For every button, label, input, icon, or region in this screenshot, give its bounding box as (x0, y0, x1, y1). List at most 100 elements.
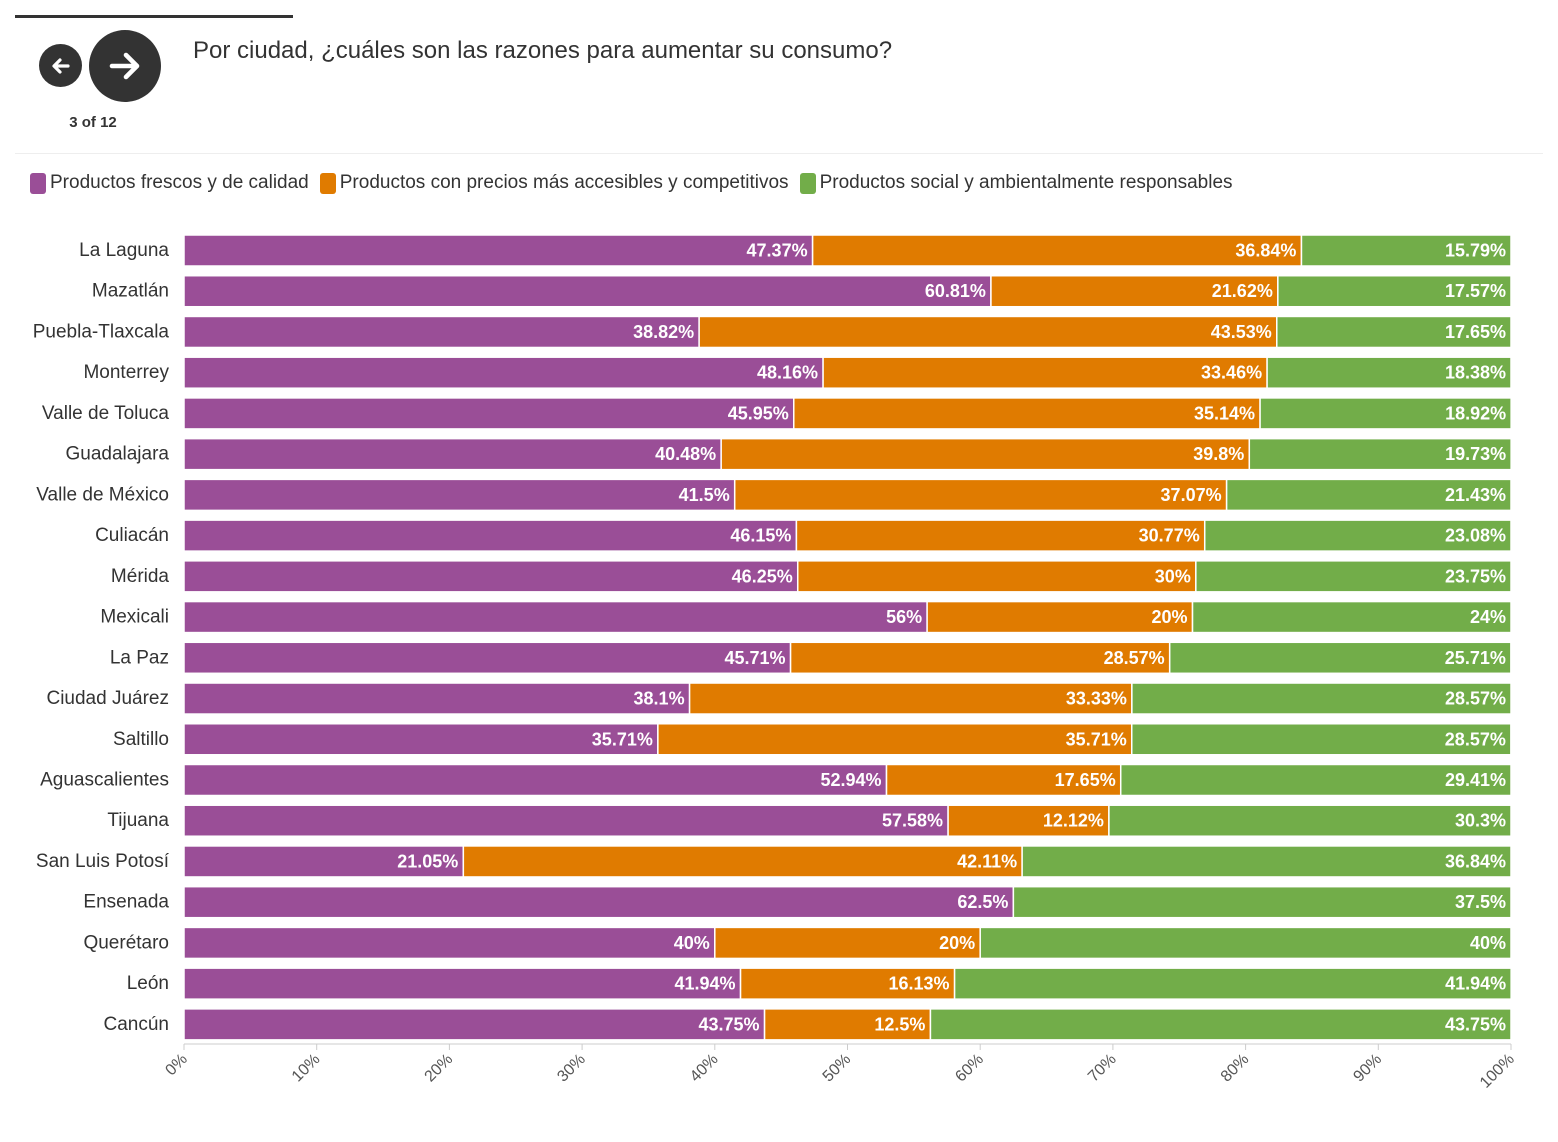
bar-segment[interactable] (926, 600, 1194, 634)
bar-segment[interactable] (183, 723, 659, 756)
bar-segment[interactable] (822, 356, 1268, 389)
bar-segment[interactable] (698, 315, 1278, 349)
bar-segment[interactable] (183, 478, 736, 512)
x-tick-label: 0% (162, 1051, 190, 1079)
bar-segment[interactable] (183, 600, 928, 634)
bar-segment[interactable] (795, 519, 1206, 552)
bar-segment[interactable] (811, 234, 1303, 267)
bar-segment[interactable] (183, 885, 1015, 919)
bar-segment[interactable] (183, 560, 799, 593)
data-label: 12.12% (1043, 811, 1104, 831)
data-label: 41.5% (679, 485, 730, 505)
data-label: 35.14% (1194, 403, 1255, 423)
bar-segment[interactable] (462, 845, 1023, 878)
bar-segment[interactable] (739, 967, 956, 1000)
x-tick-label: 20% (422, 1051, 457, 1086)
bar-segment[interactable] (183, 682, 691, 715)
bar-segment[interactable] (953, 967, 1512, 1000)
data-label: 28.57% (1445, 689, 1506, 709)
bar-segment[interactable] (979, 926, 1512, 960)
bar-segment[interactable] (1195, 560, 1512, 593)
data-label: 38.1% (634, 689, 685, 709)
data-label: 17.57% (1445, 281, 1506, 301)
bar-segment[interactable] (183, 804, 949, 837)
data-label: 37.07% (1161, 485, 1222, 505)
legend-item-fresh[interactable]: Productos frescos y de calidad (30, 172, 309, 194)
bar-segment[interactable] (929, 1008, 1512, 1041)
bar-segment[interactable] (1266, 356, 1512, 389)
bar-segment[interactable] (720, 437, 1251, 471)
bar-segment[interactable] (1300, 234, 1512, 267)
bar-segment[interactable] (1168, 641, 1512, 675)
data-label: 52.94% (820, 770, 881, 790)
bar-segment[interactable] (183, 437, 722, 471)
bar-segment[interactable] (183, 519, 798, 552)
bar-segment[interactable] (183, 397, 795, 430)
bar-segment[interactable] (183, 845, 465, 878)
bar-segment[interactable] (688, 682, 1133, 715)
bar-segment[interactable] (183, 641, 792, 675)
bar-segment[interactable] (885, 763, 1122, 797)
data-label: 45.71% (725, 648, 786, 668)
bar-segment[interactable] (183, 1008, 766, 1041)
data-label: 23.75% (1445, 566, 1506, 586)
data-label: 17.65% (1445, 322, 1506, 342)
bar-segment[interactable] (183, 356, 824, 389)
bar-segment[interactable] (1131, 682, 1512, 715)
x-tick-label: 10% (289, 1051, 324, 1086)
bar-segment[interactable] (183, 763, 888, 797)
previous-button[interactable] (39, 44, 82, 87)
legend-label: Productos social y ambientalmente respon… (819, 172, 1233, 193)
bar-segment[interactable] (796, 560, 1197, 593)
bar-segment[interactable] (1203, 519, 1512, 552)
data-label: 36.84% (1445, 851, 1506, 871)
data-label: 43.53% (1211, 322, 1272, 342)
slide-counter: 3 of 12 (69, 114, 117, 131)
bar-segment[interactable] (1130, 723, 1512, 756)
category-label: La Paz (110, 647, 169, 668)
x-tick-label: 50% (820, 1051, 855, 1086)
bar-segment[interactable] (1248, 437, 1512, 471)
data-label: 18.38% (1445, 363, 1506, 383)
next-button[interactable] (89, 30, 161, 102)
category-label: Cancún (104, 1014, 170, 1035)
data-label: 36.84% (1235, 241, 1296, 261)
bar-segment[interactable] (763, 1008, 932, 1041)
category-label: Valle de Toluca (42, 403, 170, 424)
x-tick-label: 70% (1085, 1051, 1120, 1086)
category-label: León (127, 973, 169, 994)
bar-segment[interactable] (990, 274, 1279, 308)
data-label: 35.71% (592, 729, 653, 749)
bar-segment[interactable] (789, 641, 1171, 675)
bar-segment[interactable] (183, 315, 700, 349)
chart-title: Por ciudad, ¿cuáles son las razones para… (193, 37, 893, 64)
bar-segment[interactable] (183, 274, 992, 308)
bar-segment[interactable] (1108, 804, 1512, 837)
bar-segment[interactable] (657, 723, 1133, 756)
bar-segment[interactable] (947, 804, 1110, 837)
legend-item-responsible[interactable]: Productos social y ambientalmente respon… (799, 172, 1233, 194)
bar-segment[interactable] (733, 478, 1228, 512)
bar-segment[interactable] (1277, 274, 1512, 308)
bar-segment[interactable] (183, 234, 814, 267)
bar-segment[interactable] (1259, 397, 1512, 430)
bar-segment[interactable] (714, 926, 981, 960)
legend-item-price[interactable]: Productos con precios más accesibles y c… (319, 172, 789, 194)
x-tick-label: 80% (1218, 1051, 1253, 1086)
data-label: 16.13% (889, 974, 950, 994)
data-label: 21.05% (397, 851, 458, 871)
data-label: 23.08% (1445, 526, 1506, 546)
bar-segment[interactable] (793, 397, 1261, 430)
data-label: 46.25% (732, 566, 793, 586)
bar-segment[interactable] (1191, 600, 1512, 634)
bar-segment[interactable] (1119, 763, 1512, 797)
data-label: 56% (886, 607, 922, 627)
category-label: Puebla-Tlaxcala (33, 321, 170, 342)
bar-segment[interactable] (1225, 478, 1512, 512)
legend-swatch (799, 172, 816, 194)
bar-segment[interactable] (183, 967, 742, 1000)
bar-segment[interactable] (1021, 845, 1512, 878)
bar-segment[interactable] (1012, 885, 1512, 919)
bar-segment[interactable] (1276, 315, 1512, 349)
bar-segment[interactable] (183, 926, 716, 960)
